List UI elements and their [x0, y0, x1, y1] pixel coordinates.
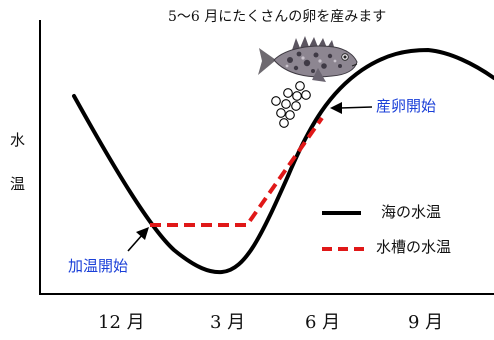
spawning-start-arrowhead [330, 102, 342, 114]
heating-start-label: 加温開始 [68, 257, 129, 275]
x-tick-label: 6 月 [305, 312, 341, 333]
sea-temperature-curve [72, 47, 494, 275]
x-tick-label: 9 月 [408, 312, 444, 333]
x-tick-label: 3 月 [210, 312, 246, 333]
spawning-start-arrow [339, 106, 373, 109]
tank-temperature-line [150, 116, 324, 227]
diagram-title: 5〜6 月にたくさんの卵を産みます [168, 9, 387, 25]
x-tick-label: 12 月 [98, 312, 145, 333]
fish-icon [258, 36, 358, 82]
egg-bubbles-icon [271, 81, 311, 128]
spawning-start-label: 産卵開始 [376, 97, 437, 115]
heating-start-arrow [127, 233, 144, 252]
legend-sea-label: 海の水温 [381, 203, 442, 221]
heating-start-arrowhead [136, 227, 149, 240]
y-axis-label-char-1: 水 [10, 131, 26, 149]
legend-tank-label: 水槽の水温 [376, 238, 452, 256]
y-axis-label-char-2: 温 [10, 175, 26, 193]
